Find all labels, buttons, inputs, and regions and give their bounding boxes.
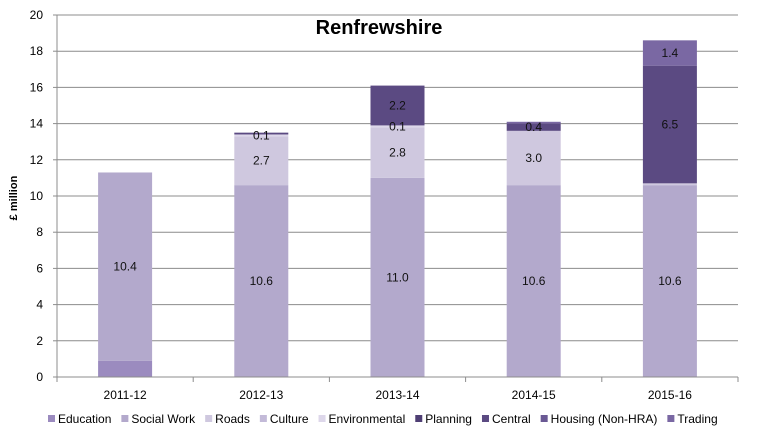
legend-label: Trading xyxy=(677,412,717,426)
legend-swatch xyxy=(481,415,489,422)
legend-swatch xyxy=(259,415,267,422)
bar-segment xyxy=(506,121,561,124)
x-tick-label: 2012-13 xyxy=(239,388,283,402)
bars xyxy=(98,40,697,377)
bar-segment xyxy=(642,65,697,184)
axes xyxy=(53,14,739,382)
data-label: 0.1 xyxy=(389,119,406,133)
bar-segment xyxy=(642,183,697,186)
data-label: 1.4 xyxy=(662,46,679,60)
legend-label: Education xyxy=(58,412,111,426)
legend-swatch xyxy=(667,415,675,422)
data-label: 2.2 xyxy=(389,99,406,113)
legend-swatch xyxy=(121,415,129,422)
legend-label: Central xyxy=(492,412,531,426)
legend-label: Environmental xyxy=(329,412,406,426)
data-label: 3.0 xyxy=(525,151,542,165)
x-tick-label: 2015-16 xyxy=(648,388,692,402)
bar-segment xyxy=(370,125,425,128)
data-label: 10.4 xyxy=(113,260,137,274)
legend-swatch xyxy=(205,415,213,422)
data-label: 10.6 xyxy=(522,274,546,288)
bar-segment xyxy=(370,85,425,126)
legend: Education Social Work Roads Culture Environm… xyxy=(48,412,718,426)
data-label: 0.4 xyxy=(525,120,542,134)
y-tick-label: 18 xyxy=(30,44,44,58)
x-tick-label: 2013-14 xyxy=(375,388,419,402)
y-tick-label: 14 xyxy=(30,117,44,131)
y-tick-label: 8 xyxy=(36,225,43,239)
legend-label: Culture xyxy=(270,412,309,426)
data-label: 6.5 xyxy=(662,118,679,132)
chart-title: Renfrewshire xyxy=(316,17,443,39)
bar-segment xyxy=(234,136,289,186)
y-tick-label: 0 xyxy=(36,370,43,384)
legend-swatch xyxy=(540,415,548,422)
bar-segment xyxy=(370,127,425,178)
legend-label: Housing (Non-HRA) xyxy=(551,412,658,426)
legend-label: Roads xyxy=(215,412,250,426)
legend-label: Planning xyxy=(425,412,472,426)
y-tick-label: 6 xyxy=(36,261,43,275)
data-label: 2.8 xyxy=(389,146,406,160)
data-label: 11.0 xyxy=(386,270,409,284)
legend-swatch xyxy=(415,415,423,422)
data-label: 10.6 xyxy=(658,274,682,288)
y-tick-label: 2 xyxy=(36,334,43,348)
y-tick-label: 12 xyxy=(30,153,44,167)
data-label: 10.6 xyxy=(250,274,274,288)
bar-segment xyxy=(642,40,697,66)
y-axis-ticks: 0 2 4 6 8 10 12 14 16 18 20 xyxy=(30,8,44,384)
y-tick-label: 16 xyxy=(30,80,44,94)
bar-segment xyxy=(642,185,697,377)
data-labels: 10.4 10.6 2.7 0.1 11.0 2.8 0.1 2.2 10.6 3.0 0.4 10.… xyxy=(113,46,681,288)
y-tick-label: 4 xyxy=(36,298,43,312)
x-tick-label: 2014-15 xyxy=(512,388,556,402)
bar-segment xyxy=(234,134,289,137)
y-tick-label: 10 xyxy=(30,189,44,203)
bar-segment xyxy=(506,123,561,131)
legend-label: Social Work xyxy=(131,412,196,426)
bar-segment xyxy=(506,130,561,186)
bar-segment xyxy=(234,132,289,135)
y-tick-label: 20 xyxy=(30,8,44,22)
bar-segment xyxy=(370,177,425,377)
data-label: 2.7 xyxy=(253,154,270,168)
bar-segment xyxy=(234,185,289,377)
bar-segment xyxy=(98,172,153,361)
y-axis-label: £ million xyxy=(8,175,20,220)
x-tick-label: 2011-12 xyxy=(104,388,147,402)
legend-swatch xyxy=(318,415,326,422)
legend-swatch xyxy=(48,415,55,422)
x-axis-ticks: 2011-12 2012-13 2013-14 2014-15 2015-16 xyxy=(104,388,693,402)
bar-segment xyxy=(98,360,153,377)
bar-segment xyxy=(506,185,561,377)
data-label: 0.1 xyxy=(253,128,270,142)
